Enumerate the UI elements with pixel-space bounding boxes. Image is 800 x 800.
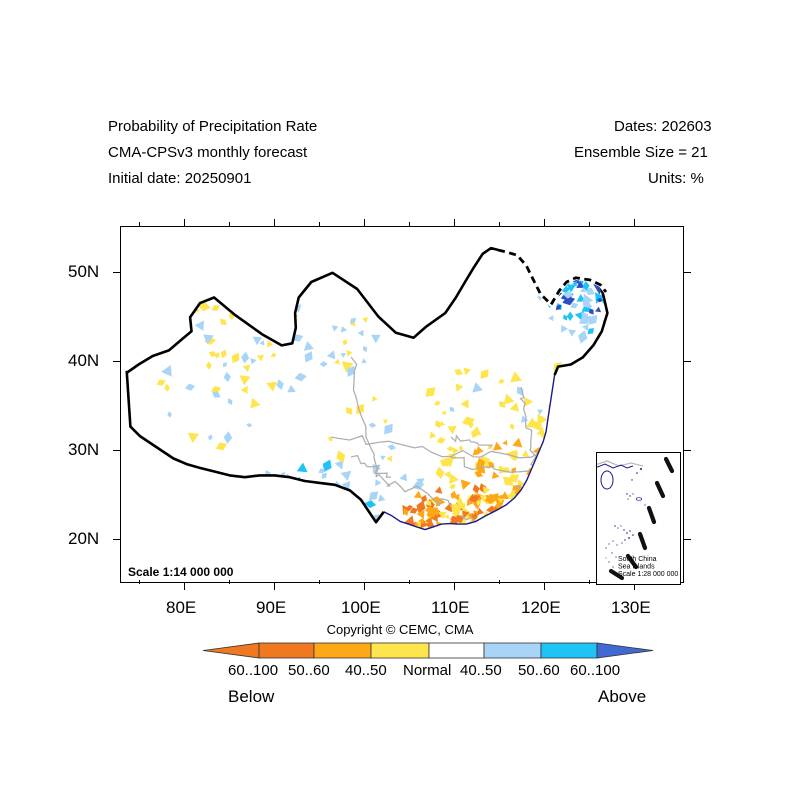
svg-text:South China: South China [618, 556, 657, 563]
svg-text:Scale 1:28 000 000: Scale 1:28 000 000 [618, 571, 678, 578]
svg-text:Sea Islands: Sea Islands [618, 564, 655, 571]
